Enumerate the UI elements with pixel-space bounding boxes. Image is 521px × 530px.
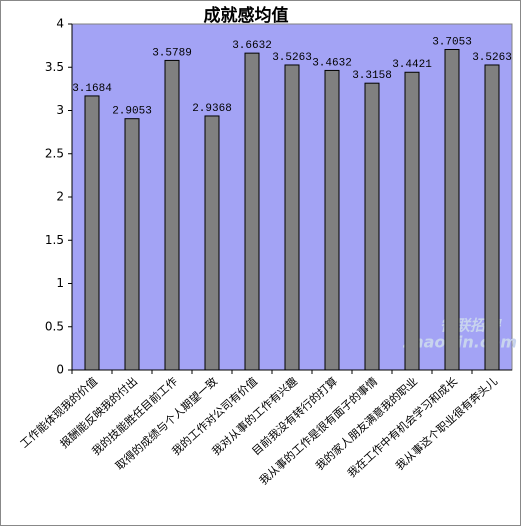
bar: [284, 64, 300, 371]
value-label: 3.3158: [352, 70, 392, 82]
y-tick-label: 0: [56, 363, 64, 377]
bar: [164, 59, 180, 371]
bar: [324, 69, 340, 371]
bar: [204, 115, 220, 371]
bar: [364, 82, 380, 371]
y-tick-label: 2.5: [45, 146, 64, 160]
chart-title: 成就感均值: [204, 5, 289, 26]
bar: [404, 71, 420, 371]
value-label: 3.1684: [72, 83, 112, 95]
y-tick-label: 3: [56, 103, 64, 117]
bar: [84, 95, 100, 371]
bar: [124, 118, 140, 371]
value-label: 2.9053: [112, 106, 152, 118]
value-label: 3.5263: [472, 52, 512, 64]
value-label: 3.6632: [232, 40, 272, 52]
value-label: 3.7053: [432, 36, 472, 48]
bar: [444, 48, 460, 371]
value-label: 3.4632: [312, 57, 352, 69]
y-tick-label: 4: [56, 17, 64, 31]
y-tick-label: 2: [56, 190, 64, 204]
y-tick-label: 0.5: [45, 319, 64, 333]
value-label: 3.5789: [152, 47, 192, 59]
value-label: 3.5263: [272, 52, 312, 64]
bar: [244, 52, 260, 371]
y-tick-label: 1.5: [45, 233, 64, 247]
value-label: 2.9368: [192, 103, 232, 115]
value-label: 3.4421: [392, 59, 432, 71]
y-tick-label: 1: [56, 276, 64, 290]
bar: [484, 64, 500, 371]
y-tick-label: 3.5: [45, 60, 64, 74]
